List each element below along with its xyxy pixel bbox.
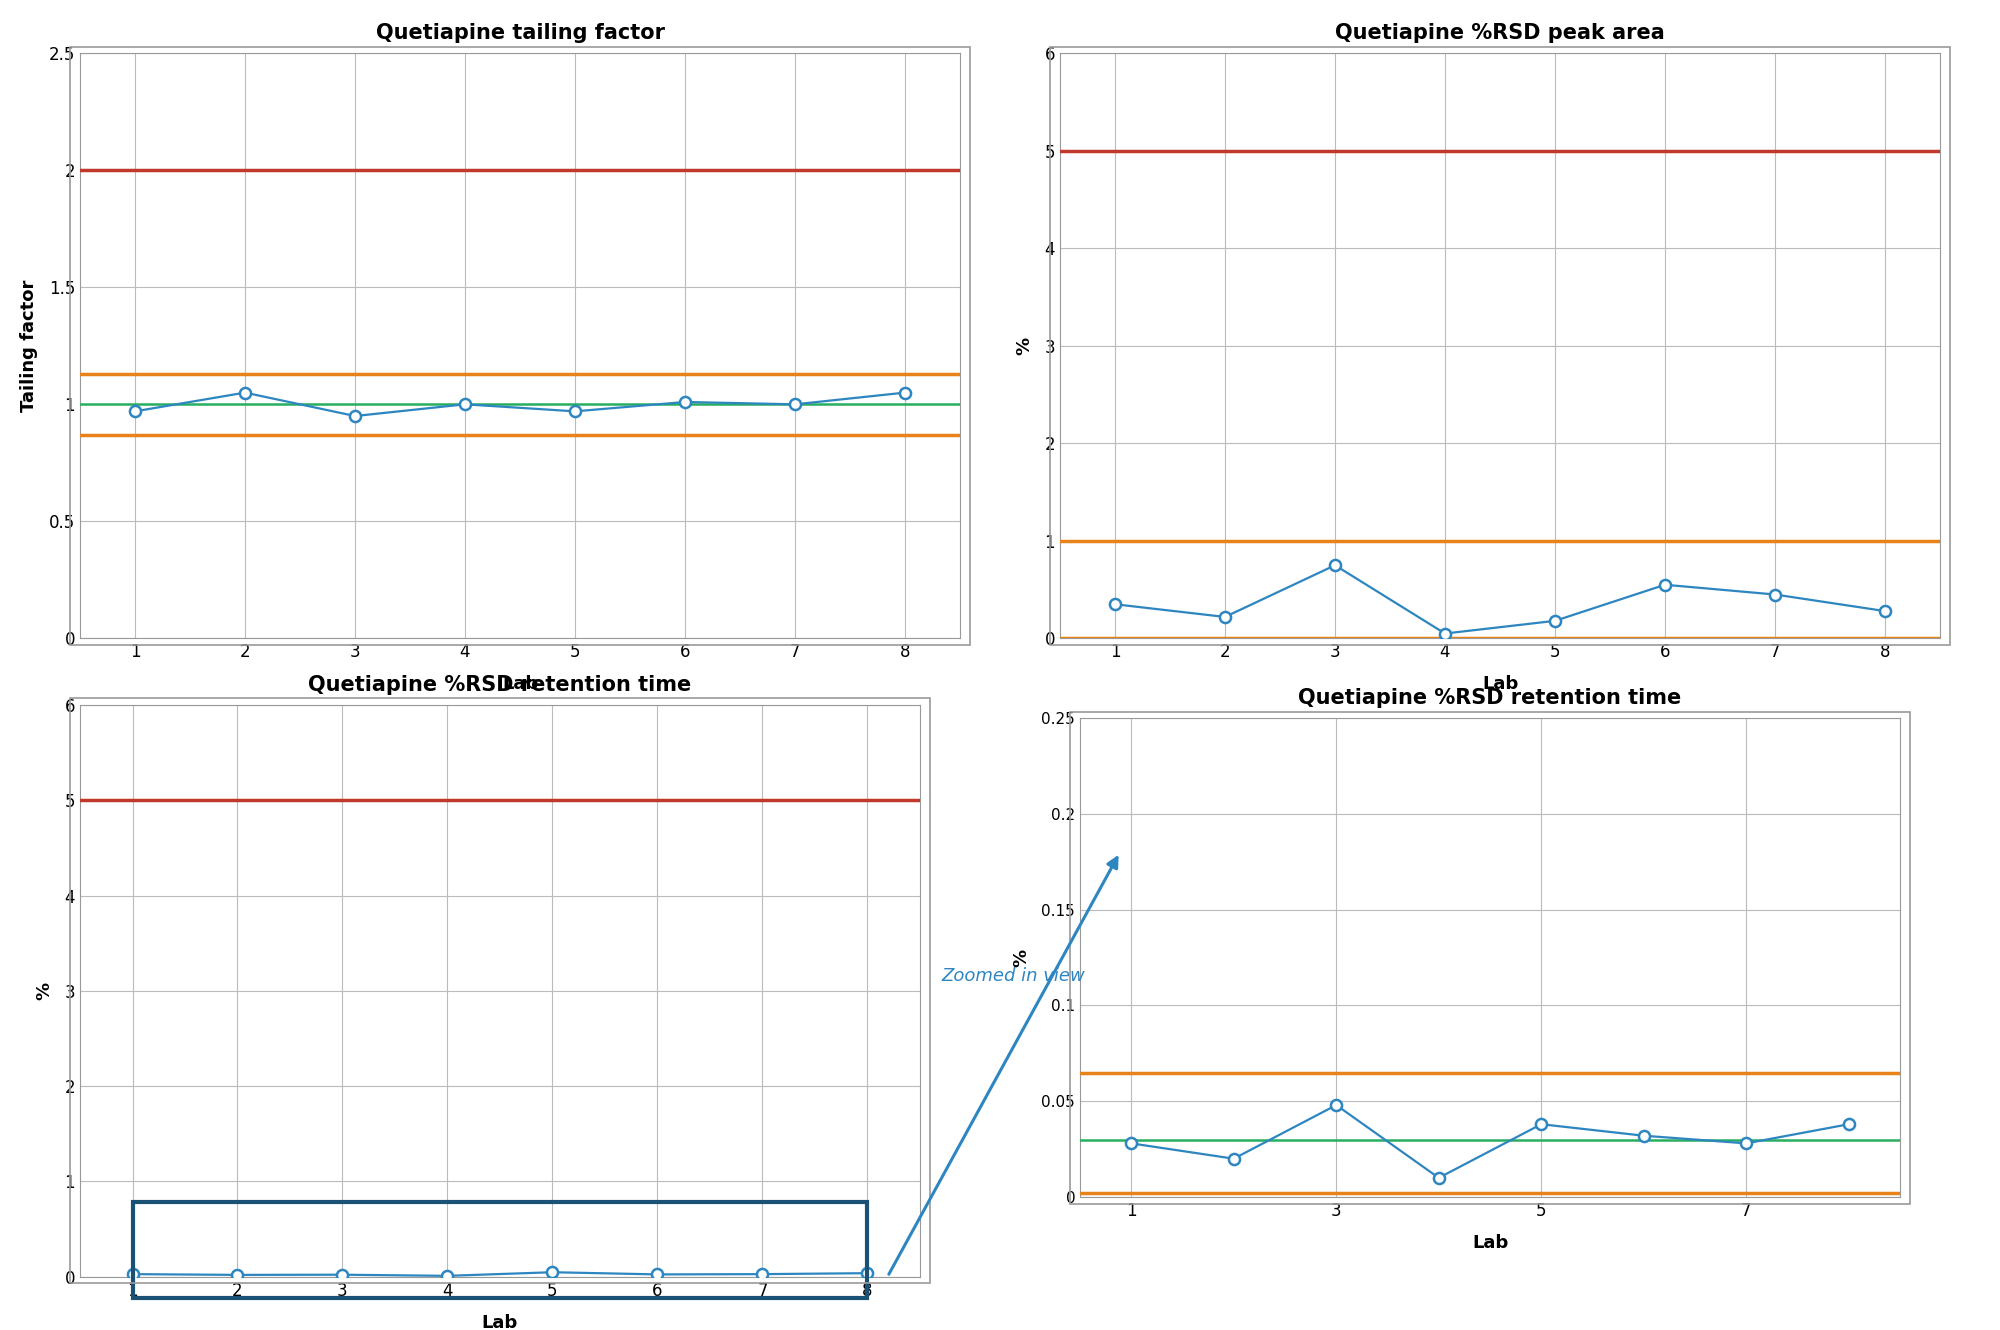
- X-axis label: Lab: Lab: [502, 676, 538, 693]
- Bar: [132, 1202, 868, 1298]
- Title: Quetiapine tailing factor: Quetiapine tailing factor: [376, 24, 664, 44]
- Y-axis label: %: %: [36, 982, 54, 1000]
- Title: Quetiapine %RSD retention time: Quetiapine %RSD retention time: [308, 676, 692, 696]
- Y-axis label: %: %: [1012, 948, 1030, 967]
- Y-axis label: Tailing factor: Tailing factor: [20, 279, 38, 412]
- Title: Quetiapine %RSD retention time: Quetiapine %RSD retention time: [1298, 689, 1682, 709]
- Text: Zoomed in view: Zoomed in view: [942, 967, 1086, 984]
- X-axis label: Lab: Lab: [1482, 676, 1518, 693]
- Title: Quetiapine %RSD peak area: Quetiapine %RSD peak area: [1336, 24, 1664, 44]
- Y-axis label: %: %: [1016, 336, 1034, 355]
- X-axis label: Lab: Lab: [482, 1314, 518, 1330]
- X-axis label: Lab: Lab: [1472, 1234, 1508, 1252]
